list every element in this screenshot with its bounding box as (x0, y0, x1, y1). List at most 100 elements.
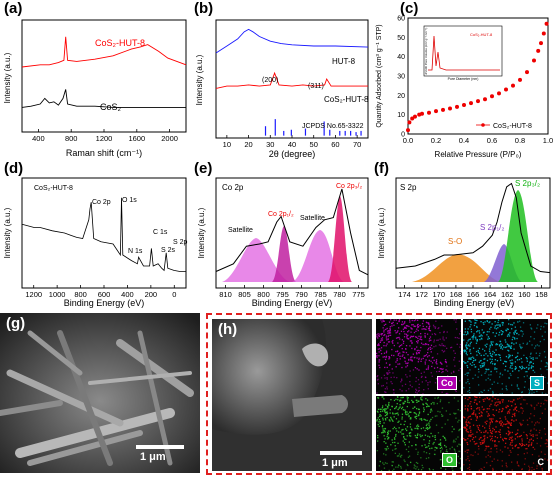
x-tick-label: 780 (333, 290, 346, 299)
x-tick-label: 168 (450, 290, 463, 299)
x-tick-label: 0 (172, 290, 176, 299)
x-tick-label: 400 (121, 290, 134, 299)
x-tick-label: 805 (238, 290, 251, 299)
series-line-0 (21, 36, 187, 68)
sem-texture (0, 313, 200, 473)
y-axis-label: Intensity (a.u.) (195, 54, 204, 105)
xps-s2p-chart: Intensity (a.u.) Binding Energy (eV) S 2… (377, 177, 551, 308)
annotation-200: (200) (262, 77, 278, 84)
data-point (544, 21, 549, 26)
x-axis-label: Binding Energy (eV) (252, 298, 333, 308)
x-tick-label: 1000 (49, 290, 66, 299)
fit-s2p32 (498, 190, 538, 282)
inset-frame (423, 25, 503, 77)
x-tick-label: 2000 (161, 134, 178, 143)
x-tick-label: 785 (314, 290, 327, 299)
peak-s2s: S 2s (161, 247, 176, 254)
legend-marker (481, 123, 485, 127)
x-tick-label: 775 (352, 290, 365, 299)
x-tick-label: 1.0 (543, 136, 553, 145)
chart-title: S 2p (400, 183, 417, 192)
x-axis-label: 2θ (degree) (269, 149, 316, 159)
x-tick-label: 40 (288, 140, 296, 149)
fit-s-o (412, 254, 500, 282)
fit-co2p32 (328, 196, 352, 282)
panel-d: (d) Intensity (a.u.) Binding Energy (eV)… (0, 160, 190, 310)
inset-y-label: dV/dD Pore Volume (cm³ g⁻¹ nm⁻¹) (424, 28, 428, 75)
eds-map-c: C (463, 396, 548, 471)
data-point (476, 99, 480, 104)
x-tick-label: 600 (98, 290, 111, 299)
inset-pore-curve (428, 35, 500, 71)
peak-s2p: S 2p (173, 239, 188, 246)
peak-n1s: N 1s (128, 248, 143, 255)
data-point (525, 70, 529, 75)
y-tick-label: 60 (397, 16, 405, 23)
x-tick-label: 790 (295, 290, 308, 299)
peak-c1s: C 1s (153, 229, 168, 236)
fit-satellite-2 (292, 230, 344, 282)
peak-s2p12: S 2p₁/₂ (480, 223, 504, 232)
fit-co2p12 (272, 226, 296, 282)
data-point (518, 77, 522, 82)
eds-map-o: O (376, 396, 461, 471)
x-tick-label: 810 (219, 290, 232, 299)
data-point (539, 41, 543, 46)
data-point (541, 31, 546, 36)
panel-label: (h) (218, 321, 238, 338)
x-tick-label: 1200 (25, 290, 42, 299)
legend-label: CoS₂-HUT-8 (493, 123, 532, 130)
data-point (434, 109, 438, 114)
data-point (511, 83, 515, 88)
data-point (490, 94, 494, 99)
data-point (406, 128, 410, 133)
y-axis-label: Intensity (a.u.) (197, 207, 206, 258)
x-tick-label: 60 (331, 140, 339, 149)
y-tick-label: 40 (397, 54, 405, 61)
series-label-hut8: HUT-8 (332, 57, 356, 66)
peak-o1s: O 1s (122, 197, 137, 204)
sem-image: (g) 1 μm (0, 313, 200, 473)
x-tick-label: 1600 (128, 134, 145, 143)
y-tick-label: 30 (397, 74, 405, 81)
x-tick-label: 400 (32, 134, 45, 143)
data-point (504, 87, 508, 92)
panel-label: (e) (194, 160, 213, 177)
panel-h: (h) 1 μm Co S O C (206, 313, 552, 475)
panel-a: (a) Intensity (a.u.) Raman shift (cm⁻¹) … (0, 0, 190, 160)
x-tick-label: 174 (398, 290, 411, 299)
scale-bar-label: 1 μm (322, 457, 348, 469)
data-point (420, 111, 424, 116)
series-line-0 (215, 28, 369, 54)
eds-element-label: S (529, 376, 544, 390)
xps-co2p-chart: Intensity (a.u.) Binding Energy (eV) Co … (197, 177, 369, 308)
panel-c: (c) Quantity Adsorbed (cm³ g⁻¹ STP) Rela… (372, 0, 554, 160)
stem-image: (h) 1 μm (212, 319, 372, 471)
data-point (407, 120, 412, 125)
plot-frame (407, 17, 549, 135)
panel-label: (f) (374, 160, 389, 177)
x-axis-label: Relative Pressure (P/P₀) (435, 150, 522, 159)
panel-label: (a) (4, 0, 23, 17)
y-axis-label: Intensity (a.u.) (3, 52, 12, 103)
scale-bar-label: 1 μm (140, 451, 166, 463)
x-tick-label: 0.4 (459, 136, 469, 145)
fit-satellite-1 (222, 238, 290, 282)
x-tick-label: 30 (266, 140, 274, 149)
data-point (497, 91, 501, 96)
scale-bar (320, 451, 362, 455)
series-line-1 (215, 71, 368, 89)
peak-s-o: S-O (448, 237, 462, 246)
peak-co2p32: Co 2p₃/₂ (336, 183, 362, 190)
data-point (427, 110, 431, 115)
scale-bar (136, 445, 184, 449)
annotation-311: (311) (308, 83, 324, 90)
xps-survey-chart: Intensity (a.u.) Binding Energy (eV) CoS… (3, 177, 188, 308)
x-tick-label: 50 (310, 140, 318, 149)
panel-f: (f) Intensity (a.u.) Binding Energy (eV)… (372, 160, 554, 310)
series-line-1 (21, 89, 186, 108)
data-point (483, 97, 487, 102)
x-tick-label: 170 (433, 290, 446, 299)
panel-label: (c) (400, 0, 419, 17)
plot-frame (21, 19, 187, 133)
